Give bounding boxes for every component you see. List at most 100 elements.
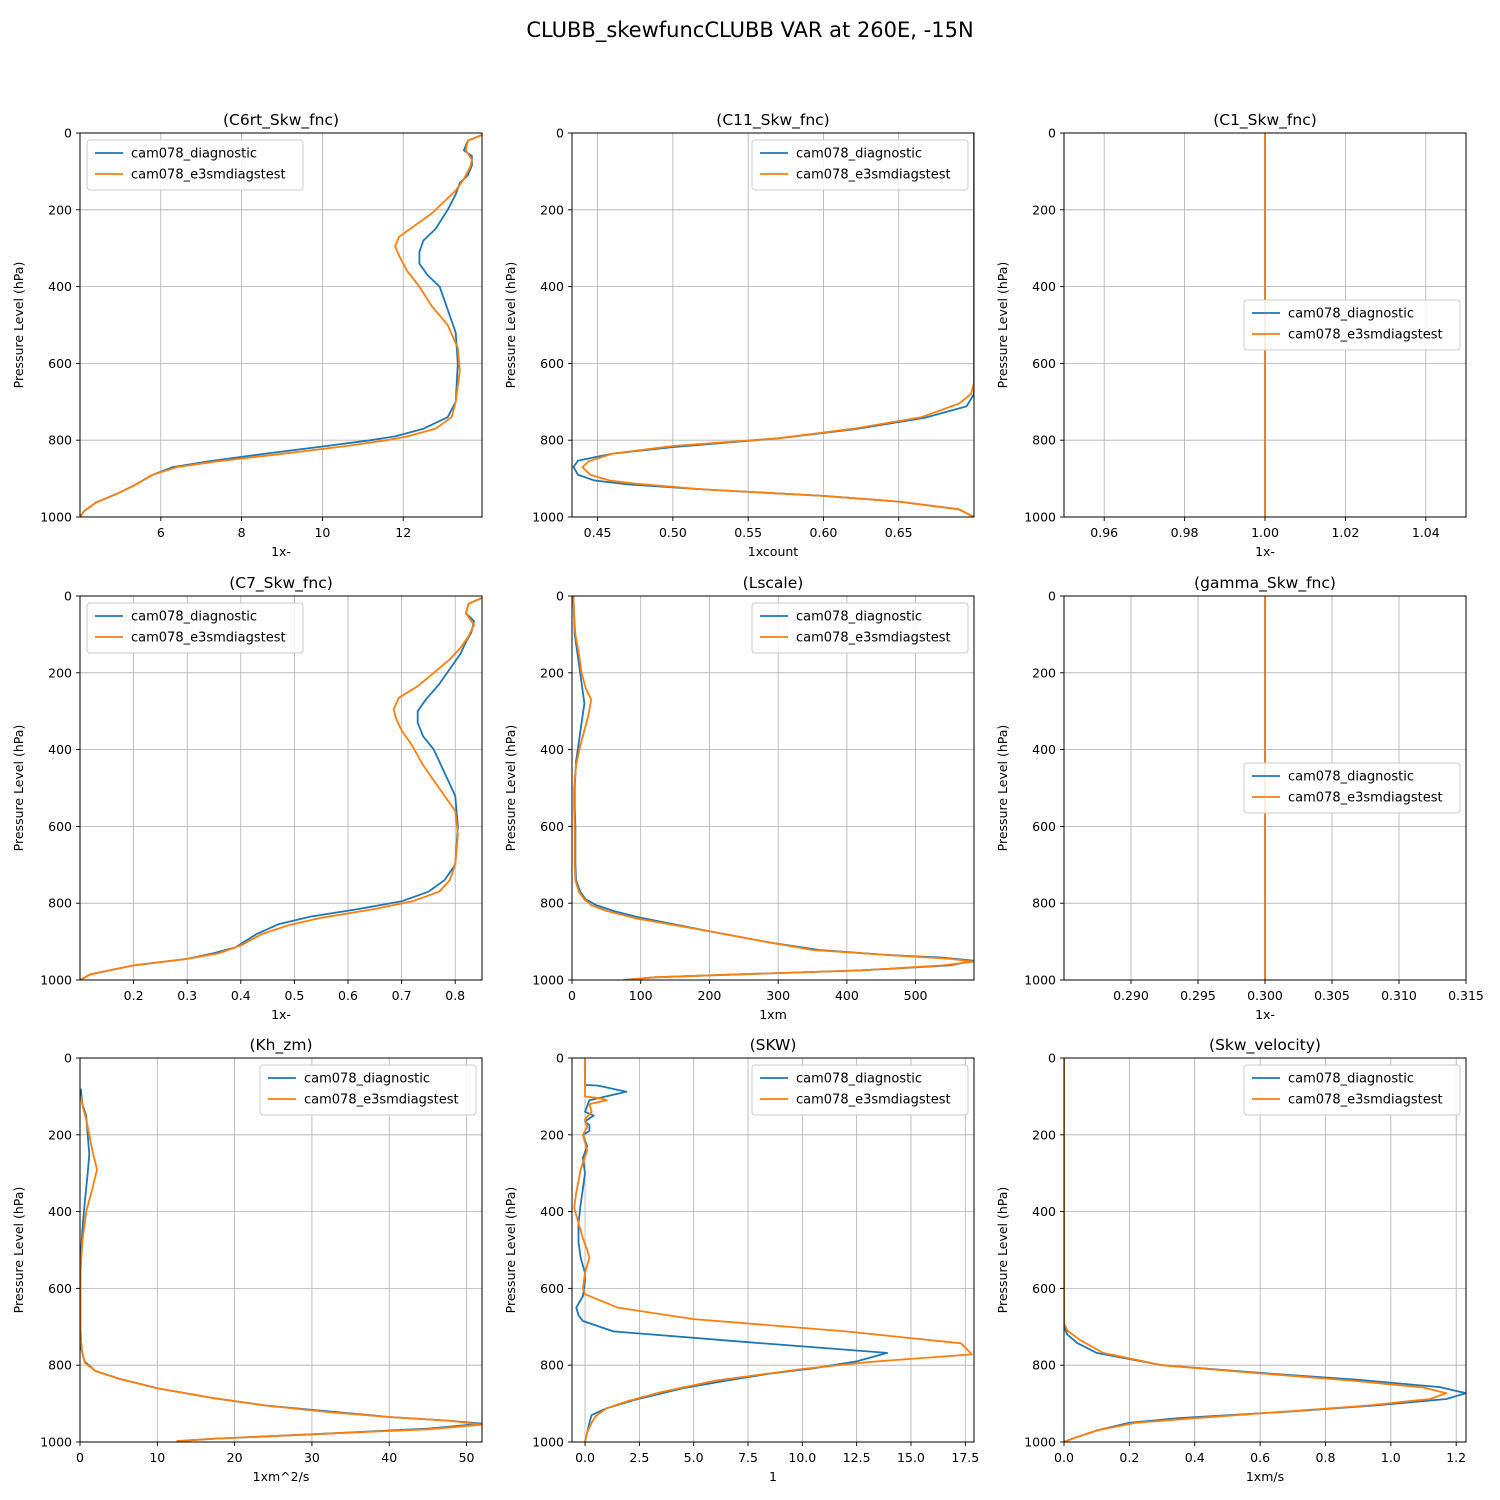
x-tick-label: 0.3 bbox=[177, 988, 197, 1003]
x-tick-label: 0.0 bbox=[575, 1450, 595, 1465]
x-tick-label: 0.315 bbox=[1448, 988, 1484, 1003]
y-tick-label: 0 bbox=[1048, 1051, 1056, 1066]
y-tick-label: 0 bbox=[556, 589, 564, 604]
legend-label: cam078_diagnostic bbox=[304, 1072, 430, 1087]
subplot-title: (gamma_Skw_fnc) bbox=[1194, 574, 1336, 593]
x-tick-label: 50 bbox=[459, 1450, 475, 1465]
series-line-2 bbox=[80, 1096, 482, 1442]
y-tick-label: 0 bbox=[64, 126, 72, 141]
legend-label: cam078_e3smdiagstest bbox=[131, 631, 286, 646]
x-tick-label: 0.295 bbox=[1180, 988, 1216, 1003]
x-tick-label: 0.4 bbox=[231, 988, 251, 1003]
legend-label: cam078_e3smdiagstest bbox=[1288, 791, 1443, 806]
x-tick-label: 0 bbox=[568, 988, 576, 1003]
x-tick-label: 0.8 bbox=[445, 988, 465, 1003]
x-axis-label: 1xcount bbox=[748, 544, 798, 559]
y-axis-label: Pressure Level (hPa) bbox=[995, 262, 1010, 389]
x-tick-label: 0.5 bbox=[284, 988, 304, 1003]
y-tick-label: 400 bbox=[1032, 1204, 1056, 1219]
axes-frame bbox=[571, 595, 975, 981]
y-tick-label: 200 bbox=[48, 202, 72, 217]
legend-label: cam078_diagnostic bbox=[796, 610, 922, 625]
y-tick-label: 400 bbox=[540, 1204, 564, 1219]
y-tick-label: 600 bbox=[1032, 356, 1056, 371]
x-axis-label: 1xm bbox=[759, 1007, 787, 1022]
y-tick-label: 1000 bbox=[40, 973, 72, 988]
y-tick-label: 0 bbox=[64, 1051, 72, 1066]
x-tick-label: 0.65 bbox=[885, 525, 913, 540]
x-tick-label: 400 bbox=[835, 988, 859, 1003]
subplot-5: 0 100 200 300 400 500 0 200 400 600 800 1000 (Lscale… bbox=[503, 574, 975, 1022]
x-tick-label: 0.0 bbox=[1054, 1450, 1074, 1465]
x-tick-label: 12.5 bbox=[843, 1450, 871, 1465]
y-tick-label: 400 bbox=[48, 279, 72, 294]
legend-label: cam078_e3smdiagstest bbox=[796, 168, 951, 183]
y-tick-label: 200 bbox=[540, 202, 564, 217]
y-tick-label: 200 bbox=[48, 1127, 72, 1142]
y-tick-label: 400 bbox=[48, 1204, 72, 1219]
series-line-1 bbox=[572, 133, 974, 517]
legend-box bbox=[1243, 299, 1461, 351]
x-tick-label: 1.02 bbox=[1331, 525, 1359, 540]
x-tick-label: 0.300 bbox=[1247, 988, 1283, 1003]
legend-box bbox=[259, 1064, 477, 1116]
y-axis-label: Pressure Level (hPa) bbox=[11, 262, 26, 389]
x-tick-label: 0 bbox=[76, 1450, 84, 1465]
subplot-title: (Kh_zm) bbox=[249, 1036, 312, 1055]
x-tick-label: 0.2 bbox=[1119, 1450, 1139, 1465]
subplot-9: 0.0 0.2 0.4 0.6 0.8 1.0 1.2 0 200 400 600 800 1000 (S… bbox=[995, 1036, 1467, 1484]
subplot-8: 0.0 2.5 5.0 7.5 10.0 12.5 15.0 17.5 0 200 400 600 80… bbox=[503, 1036, 979, 1484]
y-tick-label: 1000 bbox=[532, 1435, 564, 1450]
x-tick-label: 0.6 bbox=[1250, 1450, 1270, 1465]
y-tick-label: 1000 bbox=[1024, 510, 1056, 525]
x-tick-label: 1.0 bbox=[1381, 1450, 1401, 1465]
x-axis-label: 1xm^2/s bbox=[253, 1469, 310, 1484]
subplot-title: (Lscale) bbox=[743, 574, 804, 592]
y-tick-label: 1000 bbox=[532, 510, 564, 525]
y-tick-label: 600 bbox=[540, 1281, 564, 1296]
x-tick-label: 17.5 bbox=[951, 1450, 979, 1465]
x-tick-label: 200 bbox=[698, 988, 722, 1003]
y-tick-label: 200 bbox=[540, 1127, 564, 1142]
x-tick-label: 0.310 bbox=[1381, 988, 1417, 1003]
x-tick-label: 10.0 bbox=[788, 1450, 816, 1465]
legend-label: cam078_diagnostic bbox=[131, 147, 257, 162]
x-axis-label: 1x- bbox=[271, 1007, 291, 1022]
legend-label: cam078_diagnostic bbox=[796, 1072, 922, 1087]
x-tick-label: 300 bbox=[766, 988, 790, 1003]
series-line-2 bbox=[572, 596, 974, 980]
x-tick-label: 1.04 bbox=[1412, 525, 1440, 540]
axes-frame bbox=[79, 132, 483, 518]
legend: cam078_diagnostic cam078_e3smdiagstest bbox=[86, 602, 304, 654]
x-tick-label: 5.0 bbox=[684, 1450, 704, 1465]
y-tick-label: 0 bbox=[556, 126, 564, 141]
x-tick-label: 100 bbox=[629, 988, 653, 1003]
x-tick-label: 0.96 bbox=[1090, 525, 1118, 540]
y-tick-label: 1000 bbox=[40, 1435, 72, 1450]
legend-label: cam078_e3smdiagstest bbox=[1288, 1093, 1443, 1108]
y-tick-label: 800 bbox=[540, 1358, 564, 1373]
legend-box bbox=[86, 602, 304, 654]
y-tick-label: 600 bbox=[48, 819, 72, 834]
legend-box bbox=[1243, 1064, 1461, 1116]
y-tick-label: 200 bbox=[540, 665, 564, 680]
series-line-2 bbox=[80, 134, 482, 517]
legend-label: cam078_diagnostic bbox=[1288, 1072, 1414, 1087]
x-tick-label: 7.5 bbox=[738, 1450, 758, 1465]
y-tick-label: 400 bbox=[540, 279, 564, 294]
legend-label: cam078_e3smdiagstest bbox=[796, 1093, 951, 1108]
y-tick-label: 400 bbox=[540, 742, 564, 757]
x-axis-label: 1x- bbox=[1255, 1007, 1275, 1022]
series-line-1 bbox=[80, 597, 482, 980]
y-tick-label: 800 bbox=[48, 896, 72, 911]
series-line-1 bbox=[80, 134, 482, 517]
y-tick-label: 600 bbox=[1032, 819, 1056, 834]
x-tick-label: 0.6 bbox=[338, 988, 358, 1003]
subplot-2: 0.45 0.50 0.55 0.60 0.65 0 200 400 600 800 1000 (C1… bbox=[503, 111, 975, 559]
y-tick-label: 800 bbox=[48, 1358, 72, 1373]
x-tick-label: 8 bbox=[238, 525, 246, 540]
x-tick-label: 0.7 bbox=[392, 988, 412, 1003]
legend-label: cam078_diagnostic bbox=[1288, 770, 1414, 785]
y-tick-label: 200 bbox=[1032, 1127, 1056, 1142]
y-tick-label: 1000 bbox=[1024, 973, 1056, 988]
